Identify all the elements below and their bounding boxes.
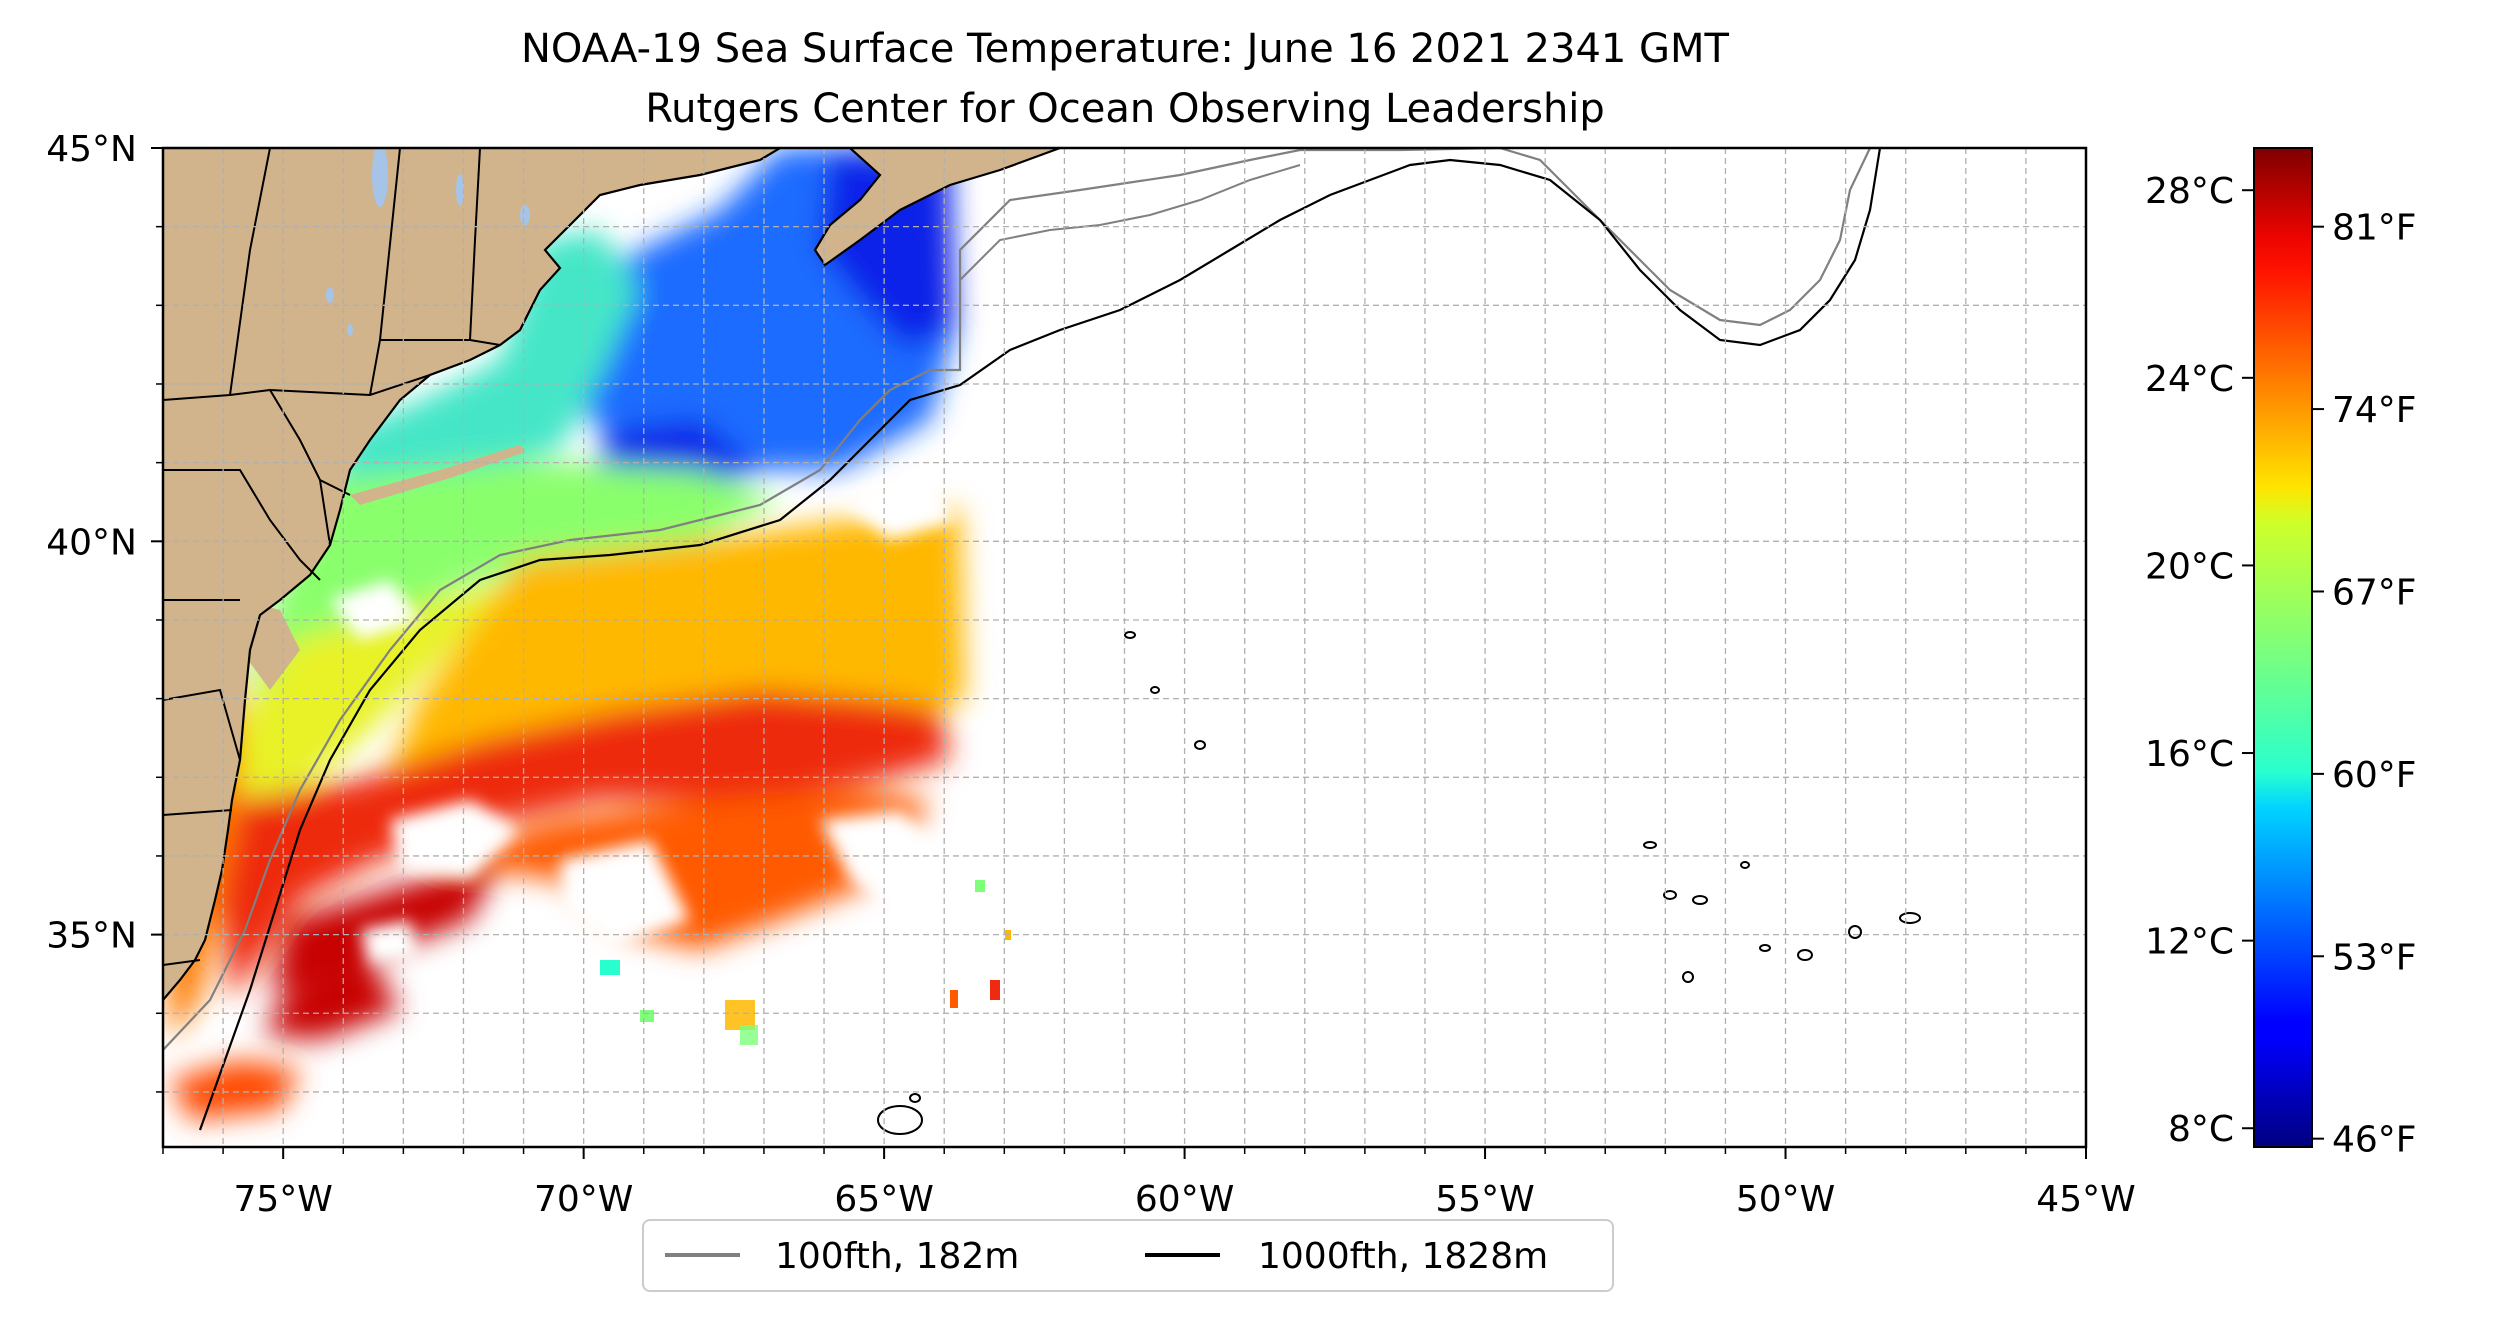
lakes bbox=[326, 148, 530, 336]
colorbar-label-c: 20°C bbox=[2145, 546, 2234, 587]
colorbar-label-c: 28°C bbox=[2145, 171, 2234, 212]
colorbar-label-c: 8°C bbox=[2168, 1109, 2234, 1150]
cloud-gap-2 bbox=[390, 800, 520, 880]
sst-shelf-green bbox=[240, 460, 780, 770]
lon-tick-label: 45°W bbox=[2036, 1179, 2135, 1220]
isobath-1000fth bbox=[198, 148, 1882, 1131]
title-line-2: Rutgers Center for Ocean Observing Leade… bbox=[645, 86, 1605, 132]
land-delmarva bbox=[240, 600, 300, 690]
lon-tick-label: 50°W bbox=[1736, 1179, 1835, 1220]
lat-tick-label: 45°N bbox=[46, 129, 137, 170]
sst-far-south bbox=[170, 1060, 300, 1120]
land-us-mainland bbox=[163, 148, 780, 1000]
seamounts bbox=[877, 631, 1921, 1135]
colorbar-label-f: 81°F bbox=[2332, 208, 2417, 249]
lon-tick-label: 65°W bbox=[834, 1179, 933, 1220]
legend-label-100fth: 100fth, 182m bbox=[775, 1236, 1019, 1277]
colorbar-label-f: 53°F bbox=[2332, 937, 2417, 978]
lon-tick-label: 75°W bbox=[233, 1179, 332, 1220]
sst-shelf-cool bbox=[330, 230, 640, 480]
state-borders bbox=[163, 148, 501, 966]
map-panel: 75°W 70°W 65°W 60°W 55°W 50°W 45°W 45°N 40°N 35°… bbox=[46, 129, 2135, 1220]
cloud-gap-5 bbox=[820, 810, 960, 920]
cloud-gap-1 bbox=[330, 580, 420, 640]
colorbar-label-f: 60°F bbox=[2332, 755, 2417, 796]
colorbar-label-f: 74°F bbox=[2332, 390, 2417, 431]
title-line-1: NOAA-19 Sea Surface Temperature: June 16… bbox=[521, 26, 1730, 72]
colorbar-fahrenheit-axis: 46°F 53°F 60°F 67°F 74°F 81°F bbox=[2312, 208, 2417, 1161]
colorbar-label-f: 67°F bbox=[2332, 572, 2417, 613]
lon-tick-label: 70°W bbox=[534, 1179, 633, 1220]
sst-slope-yellow bbox=[230, 580, 520, 800]
colorbar-celsius-axis: 8°C 12°C 16°C 20°C 24°C 28°C bbox=[2145, 171, 2254, 1150]
cloud-gap-4 bbox=[840, 470, 955, 540]
latitude-labels: 45°N 40°N 35°N bbox=[46, 129, 137, 957]
sst-gulf-stream-south bbox=[420, 790, 930, 950]
colorbar-label-c: 16°C bbox=[2145, 734, 2234, 775]
colorbar-label-c: 24°C bbox=[2145, 359, 2234, 400]
legend-label-1000fth: 1000fth, 1828m bbox=[1258, 1236, 1548, 1277]
lat-tick-label: 35°N bbox=[46, 916, 137, 957]
cloud-gap-6 bbox=[360, 920, 420, 965]
lon-tick-label: 55°W bbox=[1435, 1179, 1534, 1220]
isobath-100fth bbox=[163, 148, 1871, 1051]
longitude-labels: 75°W 70°W 65°W 60°W 55°W 50°W 45°W bbox=[233, 1179, 2135, 1220]
lon-tick-label: 60°W bbox=[1135, 1179, 1234, 1220]
coastline-nova-scotia bbox=[813, 148, 1061, 267]
cloud-gap-3 bbox=[560, 840, 690, 950]
colorbar-label-c: 12°C bbox=[2145, 922, 2234, 963]
legend: 100fth, 182m 1000fth, 1828m bbox=[642, 1219, 1614, 1292]
land-long-island bbox=[350, 445, 525, 505]
colorbar: 8°C 12°C 16°C 20°C 24°C 28°C 46°F 53°F 60°F 67°F… bbox=[2145, 147, 2417, 1161]
lat-tick-label: 40°N bbox=[46, 522, 137, 563]
legend-frame bbox=[642, 1219, 1614, 1292]
colorbar-label-f: 46°F bbox=[2332, 1120, 2417, 1161]
gridlines bbox=[163, 148, 2086, 1147]
sst-gulf-stream bbox=[220, 690, 950, 1000]
colorbar-gradient bbox=[2253, 147, 2313, 1148]
map-axis-ticks bbox=[151, 147, 2087, 1159]
